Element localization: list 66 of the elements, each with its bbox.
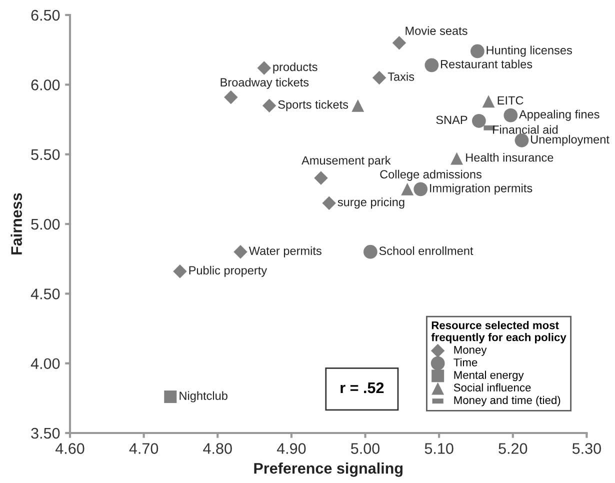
annotation: Amusement park [302,156,391,167]
annotation: School enrollment [379,246,474,256]
y-tick-label: 5.00 [31,218,60,230]
x-axis-title: Preference signaling [254,462,402,477]
point [352,99,364,112]
x-tick-label: 4.90 [276,443,306,454]
point [424,58,439,72]
x-tick-label: 4.60 [55,443,84,454]
point [392,36,406,50]
point [224,90,238,104]
y-tick-label: 4.00 [30,358,60,370]
point [472,114,486,128]
annotation: Movie seats [406,26,468,35]
annotation: Financial aid [493,125,558,134]
x-tick-label: 4.70 [129,443,158,454]
point [314,171,328,185]
point [401,182,414,196]
annotation: Sports tickets [278,100,348,112]
annotation: Health insurance [466,153,554,162]
x-tick-label: 5.20 [498,443,528,454]
y-tick-label: 5.50 [31,149,60,160]
annotation: EITC [498,96,524,105]
point [372,70,386,85]
annotation: College admissions [380,170,482,181]
annotation: r = .52 [340,382,384,394]
annotation: surge pricing [338,198,404,209]
y-tick-label: 6.00 [31,80,60,90]
annotation: Broadway tickets [220,78,309,89]
point [173,264,187,278]
legend-title: Resource selected most frequently for each policy [431,321,566,344]
point [470,44,484,58]
annotation: SNAP [436,116,468,124]
annotation: Taxis [388,72,414,81]
y-axis-title: Fairness [10,193,22,254]
annotation: Nightclub [180,391,228,402]
annotation: Hunting licenses [486,46,572,57]
point [504,108,518,122]
point [450,152,464,165]
legend-label: Money and time (tied) [454,396,560,406]
x-tick-label: 4.80 [203,443,232,454]
annotation: Restaurant tables [440,60,532,68]
annotation: Unemployment [530,134,610,146]
point [482,95,495,108]
point [514,133,529,148]
annotation: Public property [189,266,268,277]
x-tick-label: 5.10 [424,443,454,454]
point [164,390,177,404]
x-tick-label: 5.00 [351,443,380,454]
legend-label: Money [454,346,487,356]
point [363,244,378,259]
point [234,244,248,259]
x-tick-label: 5.30 [572,443,601,454]
legend-label: Social influence [454,383,531,392]
legend-label: Mental energy [454,370,524,382]
point [257,61,272,75]
annotation: Water permits [248,246,322,258]
annotation: products [273,62,318,74]
annotation: Immigration permits [430,184,532,195]
y-tick-label: 4.50 [30,288,60,300]
point [262,98,276,112]
y-tick-label: 3.50 [31,428,60,439]
point [322,196,336,210]
point [414,182,428,196]
legend-label: Time [454,358,478,366]
annotation: Appealing fines [519,110,600,121]
y-tick-label: 6.50 [31,10,60,21]
